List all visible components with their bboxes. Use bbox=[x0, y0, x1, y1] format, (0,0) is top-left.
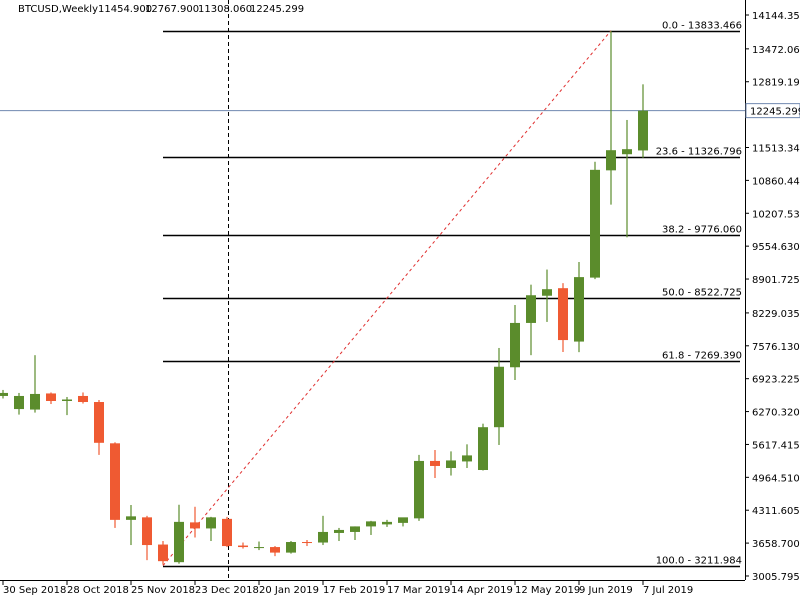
header: BTCUSD,Weekly 11454.900 12767.900 11308.… bbox=[18, 4, 304, 15]
candle-body bbox=[542, 289, 552, 296]
fib-label: 0.0 - 13833.466 bbox=[662, 21, 742, 32]
y-tick-label: 6270.320 bbox=[752, 408, 800, 419]
y-tick-label: 3658.700 bbox=[752, 539, 800, 550]
candle-body bbox=[430, 460, 440, 466]
candle-body bbox=[78, 395, 88, 403]
header-high: 12767.900 bbox=[145, 4, 199, 15]
y-tick-label: 8901.725 bbox=[752, 275, 800, 286]
x-tick-label: 12 May 2019 bbox=[515, 585, 580, 596]
header-open: 11454.900 bbox=[98, 4, 152, 15]
y-tick-label: 13472.060 bbox=[752, 45, 800, 56]
candle-body bbox=[414, 460, 424, 519]
x-tick-label: 23 Dec 2018 bbox=[195, 585, 259, 596]
candle-body bbox=[638, 110, 648, 151]
candle-body bbox=[302, 542, 312, 544]
candle-body bbox=[222, 518, 232, 547]
symbol: BTCUSD,Weekly bbox=[18, 4, 98, 15]
header-low: 11308.060 bbox=[198, 4, 252, 15]
candle-body bbox=[398, 517, 408, 523]
x-tick-label: 9 Jun 2019 bbox=[579, 585, 633, 596]
candle-body bbox=[46, 393, 56, 402]
y-tick-label: 7576.130 bbox=[752, 342, 800, 353]
candle-body bbox=[94, 402, 104, 443]
candle-body bbox=[622, 149, 632, 155]
candle-body bbox=[574, 277, 584, 342]
candle-body bbox=[446, 460, 456, 468]
candle-body bbox=[126, 516, 136, 520]
fib-label: 23.6 - 11326.796 bbox=[656, 147, 742, 158]
x-tick-label: 7 Jul 2019 bbox=[643, 585, 693, 596]
candle-body bbox=[350, 526, 360, 532]
candle-body bbox=[254, 547, 264, 549]
candle-body bbox=[334, 529, 344, 533]
candle-body bbox=[366, 521, 376, 527]
x-tick-label: 25 Nov 2018 bbox=[131, 585, 195, 596]
candle-body bbox=[462, 455, 472, 462]
candle-body bbox=[110, 443, 120, 520]
candle-body bbox=[0, 392, 8, 396]
fib-trend-line bbox=[162, 30, 612, 566]
fib-label: 50.0 - 8522.725 bbox=[662, 288, 742, 299]
candle-body bbox=[606, 150, 616, 171]
candle-body bbox=[558, 288, 568, 341]
candle-body bbox=[494, 366, 504, 428]
x-tick-label: 17 Mar 2019 bbox=[387, 585, 450, 596]
candle-body bbox=[526, 295, 536, 323]
x-tick-label: 28 Oct 2018 bbox=[67, 585, 129, 596]
candle-body bbox=[382, 521, 392, 525]
y-tick-label: 11513.345 bbox=[752, 144, 800, 155]
candle-body bbox=[510, 322, 520, 368]
y-tick-label: 14144.350 bbox=[752, 11, 800, 22]
candle-body bbox=[30, 393, 40, 410]
y-tick-label: 3005.795 bbox=[752, 572, 800, 583]
candle-body bbox=[158, 544, 168, 562]
x-tick-label: 14 Apr 2019 bbox=[451, 585, 513, 596]
candle-body bbox=[286, 542, 296, 553]
candle-body bbox=[590, 169, 600, 278]
current-price-label: 12245.299 bbox=[750, 107, 800, 118]
fib-label: 61.8 - 7269.390 bbox=[662, 351, 742, 362]
candle-body bbox=[62, 399, 72, 402]
y-tick-label: 6923.225 bbox=[752, 375, 800, 386]
x-tick-label: 30 Sep 2018 bbox=[3, 585, 66, 596]
y-tick-label: 4964.510 bbox=[752, 473, 800, 484]
x-tick-label: 17 Feb 2019 bbox=[323, 585, 385, 596]
y-tick-label: 10860.440 bbox=[752, 176, 800, 187]
current-price-box bbox=[745, 103, 800, 119]
candle-body bbox=[206, 517, 216, 529]
candle-body bbox=[14, 395, 24, 410]
candle-body bbox=[478, 427, 488, 471]
y-tick-label: 12819.195 bbox=[752, 78, 800, 89]
candle-body bbox=[174, 521, 184, 563]
candle-body bbox=[190, 522, 200, 529]
candle-body bbox=[142, 517, 152, 546]
y-tick-label: 9554.630 bbox=[752, 242, 800, 253]
x-tick-label: 20 Jan 2019 bbox=[259, 585, 319, 596]
candle-body bbox=[318, 531, 328, 543]
y-tick-label: 4311.605 bbox=[752, 506, 800, 517]
candle-body bbox=[238, 545, 248, 548]
fib-label: 38.2 - 9776.060 bbox=[662, 225, 742, 236]
candle-body bbox=[270, 547, 280, 553]
y-tick-label: 10207.535 bbox=[752, 209, 800, 220]
header-close: 12245.299 bbox=[250, 4, 304, 15]
y-tick-label: 8229.035 bbox=[752, 309, 800, 320]
y-tick-label: 5617.415 bbox=[752, 440, 800, 451]
fib-label: 100.0 - 3211.984 bbox=[656, 556, 742, 567]
